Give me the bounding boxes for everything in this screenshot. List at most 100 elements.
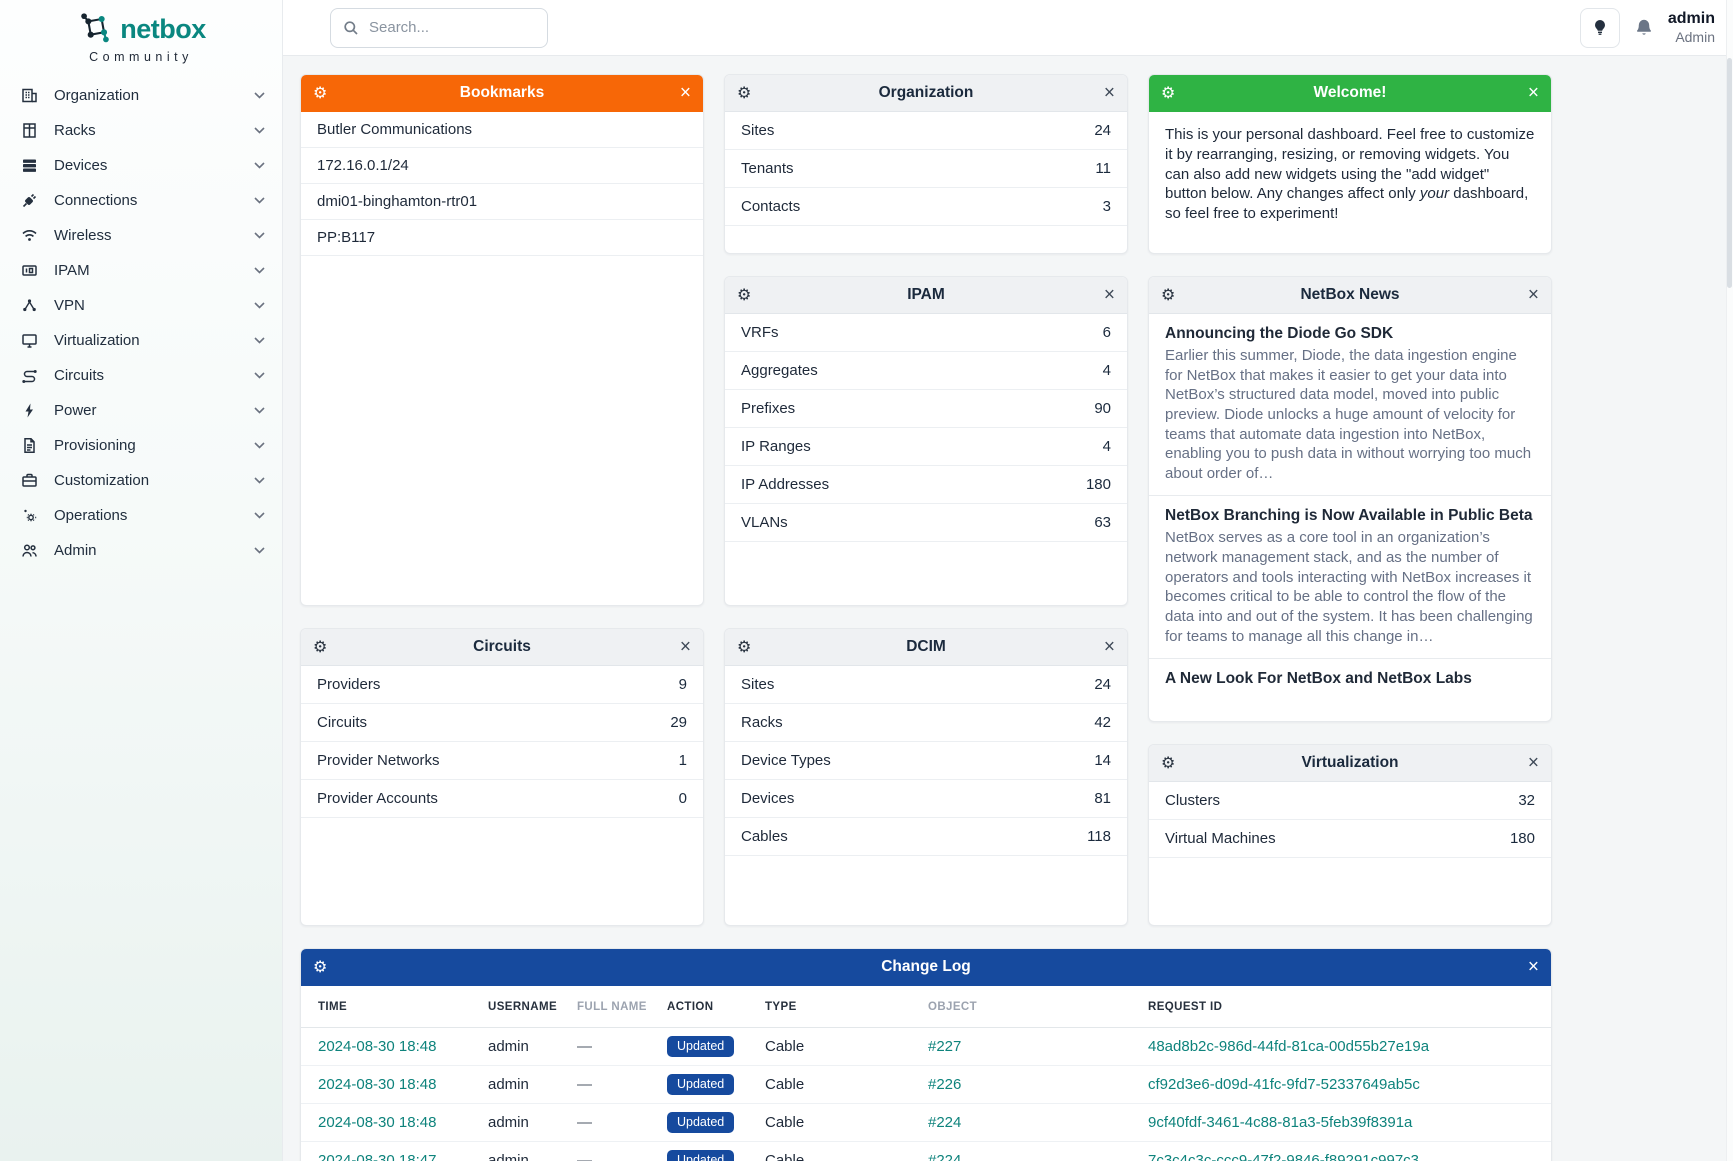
news-headline[interactable]: A New Look For NetBox and NetBox Labs — [1165, 670, 1472, 688]
gear-icon[interactable]: ⚙ — [737, 637, 752, 656]
news-item: NetBox Branching is Now Available in Pub… — [1149, 496, 1551, 660]
stat-row: Cables 118 — [725, 818, 1127, 856]
sidebar-item-power[interactable]: Power — [0, 393, 282, 428]
change-time-link[interactable]: 2024-08-30 18:48 — [318, 1114, 437, 1131]
close-icon[interactable]: × — [1527, 82, 1539, 104]
change-time-link[interactable]: 2024-08-30 18:47 — [318, 1152, 437, 1161]
close-icon[interactable]: × — [679, 636, 691, 658]
sidebar-item-wireless[interactable]: Wireless — [0, 218, 282, 253]
gear-icon[interactable]: ⚙ — [313, 637, 328, 656]
theme-toggle-button[interactable] — [1579, 7, 1620, 48]
close-icon[interactable]: × — [679, 82, 691, 104]
sidebar-item-racks[interactable]: Racks — [0, 113, 282, 148]
close-icon[interactable]: × — [1527, 284, 1539, 306]
devices-icon — [19, 157, 39, 174]
widget-title: DCIM — [906, 638, 946, 655]
bookmark-label[interactable]: 172.16.0.1/24 — [317, 157, 409, 174]
close-icon[interactable]: × — [1103, 284, 1115, 306]
sidebar-item-label: Customization — [54, 472, 150, 489]
news-headline[interactable]: Announcing the Diode Go SDK — [1165, 325, 1394, 342]
change-object-link[interactable]: #224 — [928, 1152, 962, 1161]
stat-row: Provider Accounts 0 — [301, 780, 703, 818]
sidebar-item-vpn[interactable]: VPN — [0, 288, 282, 323]
bookmark-item[interactable]: dmi01-binghamton-rtr01 — [301, 184, 703, 220]
bookmark-label[interactable]: PP:B117 — [317, 229, 376, 246]
change-object-link[interactable]: #227 — [928, 1038, 962, 1055]
welcome-text: This is your personal dashboard. Feel fr… — [1165, 126, 1535, 223]
connections-icon — [19, 192, 39, 209]
widget-organization: ⚙ Organization × Sites 24 Tenants 11 Conta… — [724, 74, 1128, 254]
bookmark-item[interactable]: 172.16.0.1/24 — [301, 148, 703, 184]
sidebar-item-devices[interactable]: Devices — [0, 148, 282, 183]
column-header-username[interactable]: USERNAME — [488, 1000, 558, 1013]
close-icon[interactable]: × — [1103, 636, 1115, 658]
column-header-action[interactable]: ACTION — [667, 1000, 714, 1013]
chevron-down-icon — [252, 337, 266, 344]
change-type: Cable — [765, 1114, 805, 1131]
change-time-link[interactable]: 2024-08-30 18:48 — [318, 1076, 437, 1093]
gear-icon[interactable]: ⚙ — [737, 83, 752, 102]
search-input[interactable] — [369, 19, 519, 36]
sidebar-item-circuits[interactable]: Circuits — [0, 358, 282, 393]
column-header-request-id[interactable]: REQUEST ID — [1148, 1000, 1223, 1013]
gear-icon[interactable]: ⚙ — [313, 83, 328, 102]
sidebar-item-ipam[interactable]: IPAM — [0, 253, 282, 288]
sidebar-item-connections[interactable]: Connections — [0, 183, 282, 218]
close-icon[interactable]: × — [1527, 956, 1539, 978]
stat-row: Contacts 3 — [725, 188, 1127, 226]
change-object-link[interactable]: #226 — [928, 1076, 962, 1093]
stat-row: Sites 24 — [725, 666, 1127, 704]
sidebar-item-operations[interactable]: Operations — [0, 498, 282, 533]
change-request-id-link[interactable]: 7c3c4c3c-ccc9-47f2-9846-f89291c997c3 — [1148, 1152, 1420, 1161]
sidebar-item-organization[interactable]: Organization — [0, 78, 282, 113]
change-request-id-link[interactable]: 48ad8b2c-986d-44fd-81ca-00d55b27e19a — [1148, 1038, 1430, 1055]
widget-dcim: ⚙ DCIM × Sites 24 Racks 42 Device Types 14 … — [724, 628, 1128, 926]
bookmark-label[interactable]: Butler Communications — [317, 121, 473, 138]
sidebar-item-label: Operations — [54, 507, 128, 524]
chevron-down-icon — [252, 127, 266, 134]
search-box — [330, 7, 548, 48]
change-request-id-link[interactable]: cf92d3e6-d09d-41fc-9fd7-52337649ab5c — [1148, 1076, 1420, 1093]
bookmark-label[interactable]: dmi01-binghamton-rtr01 — [317, 193, 478, 210]
close-icon[interactable]: × — [1527, 752, 1539, 774]
circuits-icon — [19, 367, 39, 384]
news-headline[interactable]: NetBox Branching is Now Available in Pub… — [1165, 507, 1533, 525]
sidebar-item-admin[interactable]: Admin — [0, 533, 282, 568]
bookmark-item[interactable]: Butler Communications — [301, 112, 703, 148]
user-name: admin — [1667, 10, 1715, 28]
gear-icon[interactable]: ⚙ — [1161, 753, 1176, 772]
gear-icon[interactable]: ⚙ — [1161, 285, 1176, 304]
change-time-link[interactable]: 2024-08-30 18:48 — [318, 1038, 437, 1055]
gear-icon[interactable]: ⚙ — [313, 957, 328, 976]
sidebar-item-provisioning[interactable]: Provisioning — [0, 428, 282, 463]
column-header-time[interactable]: TIME — [318, 1000, 348, 1013]
sidebar-item-virtualization[interactable]: Virtualization — [0, 323, 282, 358]
search-icon — [343, 20, 359, 36]
sidebar-item-customization[interactable]: Customization — [0, 463, 282, 498]
user-menu[interactable]: admin Admin — [1668, 10, 1717, 44]
change-request-id-link[interactable]: 9cf40fdf-3461-4c88-81a3-5feb39f8391a — [1148, 1114, 1413, 1131]
gear-icon[interactable]: ⚙ — [1161, 83, 1176, 102]
bookmark-item[interactable]: PP:B117 — [301, 220, 703, 256]
close-icon[interactable]: × — [1103, 82, 1115, 104]
scrollbar-thumb[interactable] — [1727, 58, 1732, 288]
sidebar-item-label: Circuits — [54, 367, 105, 384]
stat-row: Racks 42 — [725, 704, 1127, 742]
widget-title: NetBox News — [1300, 286, 1400, 303]
notifications-bell-icon[interactable] — [1635, 18, 1653, 37]
change-username: admin — [488, 1038, 529, 1055]
gear-icon[interactable]: ⚙ — [737, 285, 752, 304]
sidebar-item-label: Admin — [54, 542, 97, 559]
chevron-down-icon — [252, 477, 266, 484]
column-header-type[interactable]: TYPE — [765, 1000, 797, 1013]
topbar: admin Admin — [283, 0, 1733, 56]
scrollbar-track — [1726, 0, 1733, 1161]
change-object-link[interactable]: #224 — [928, 1114, 962, 1131]
chevron-down-icon — [252, 267, 266, 274]
change-type: Cable — [765, 1038, 805, 1055]
sidebar-item-label: Wireless — [54, 227, 112, 244]
widget-title: IPAM — [907, 286, 945, 303]
sidebar-item-label: Racks — [54, 122, 96, 139]
brand[interactable]: netbox Community — [0, 0, 282, 64]
vpn-icon — [19, 297, 39, 314]
